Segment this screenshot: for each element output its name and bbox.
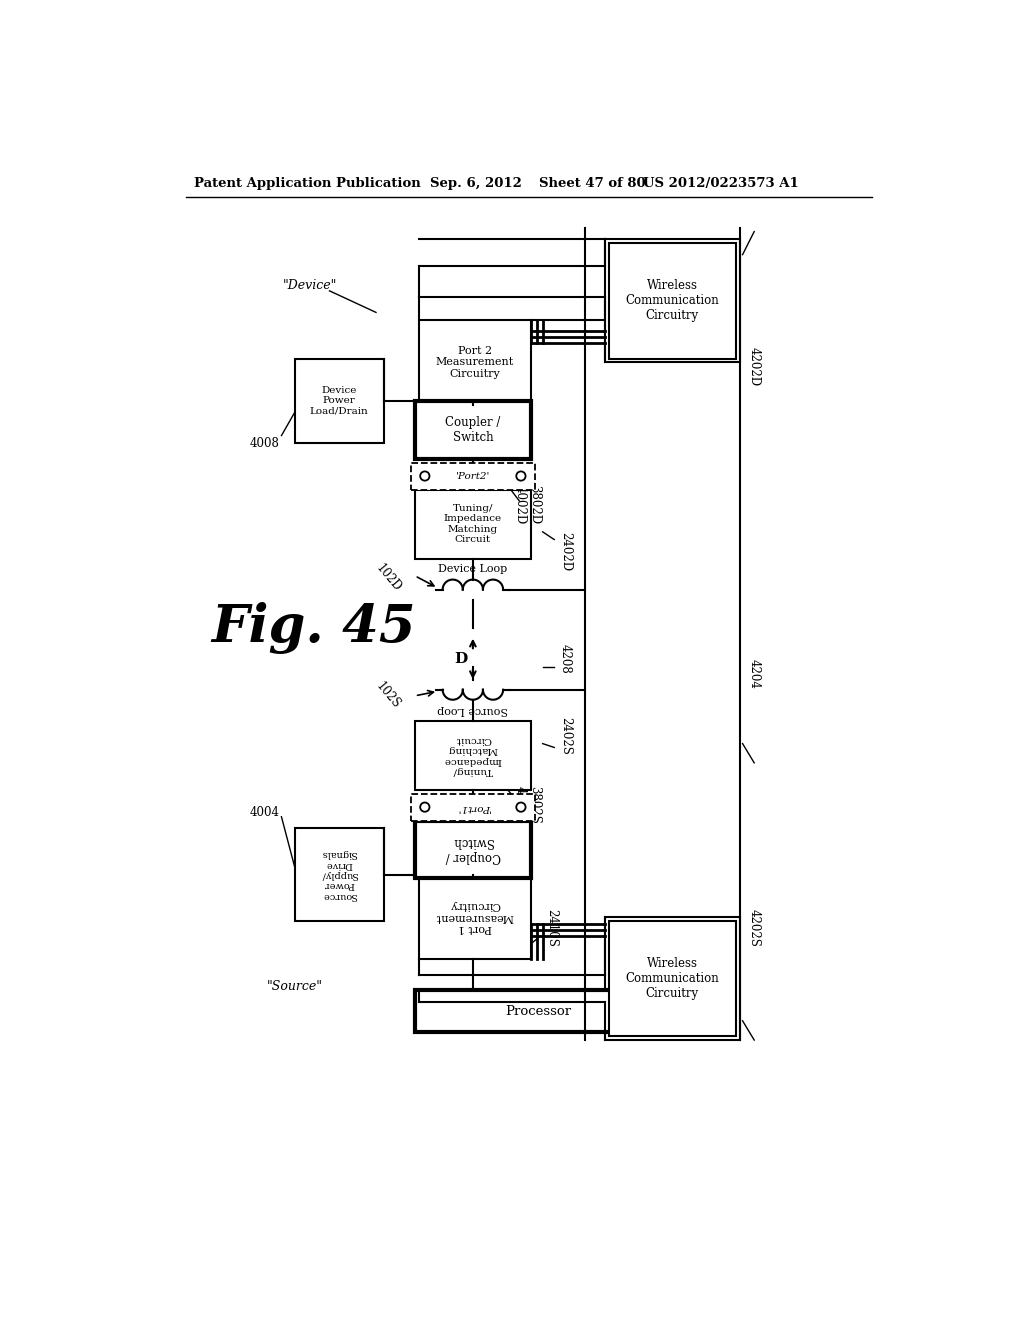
Text: Tuning/
Impedance
Matching
Circuit: Tuning/ Impedance Matching Circuit — [443, 504, 502, 544]
Text: Fig. 45: Fig. 45 — [212, 602, 417, 655]
Text: Source Loop: Source Loop — [437, 705, 508, 715]
Text: 4202S: 4202S — [748, 909, 761, 948]
Text: D: D — [455, 652, 468, 665]
Text: 3802S: 3802S — [528, 787, 541, 824]
Bar — [604, 917, 740, 1040]
Text: Device Loop: Device Loop — [438, 564, 508, 574]
Text: Processor: Processor — [506, 1005, 571, 1018]
Bar — [411, 793, 535, 821]
Text: Coupler /
Switch: Coupler / Switch — [445, 416, 501, 444]
Bar — [415, 990, 663, 1032]
Text: 4004: 4004 — [249, 807, 280, 820]
Bar — [415, 821, 531, 878]
Text: 2402D: 2402D — [559, 532, 571, 570]
Text: Wireless
Communication
Circuitry: Wireless Communication Circuitry — [626, 280, 719, 322]
Text: Coupler /
Switch: Coupler / Switch — [445, 836, 501, 863]
Bar — [415, 490, 531, 558]
Text: 4008: 4008 — [249, 437, 280, 450]
Text: Port 2
Measurement
Circuitry: Port 2 Measurement Circuitry — [435, 346, 514, 379]
Text: 4002D: 4002D — [514, 486, 527, 524]
Text: 4208: 4208 — [559, 644, 571, 673]
Text: 3802D: 3802D — [528, 486, 541, 524]
Text: Tuning/
Impedance
Matching
Circuit: Tuning/ Impedance Matching Circuit — [443, 735, 502, 775]
Text: 4202D: 4202D — [748, 347, 761, 385]
Text: 2402S: 2402S — [559, 717, 571, 755]
Text: Wireless
Communication
Circuitry: Wireless Communication Circuitry — [626, 957, 719, 1001]
Text: Patent Application Publication: Patent Application Publication — [194, 177, 421, 190]
Text: Device
Power
Load/Drain: Device Power Load/Drain — [310, 385, 369, 416]
Bar — [608, 243, 736, 359]
Text: 102S: 102S — [374, 680, 403, 711]
Text: 'Port2': 'Port2' — [456, 471, 490, 480]
Bar — [419, 321, 531, 405]
Bar — [608, 921, 736, 1036]
Bar — [604, 239, 740, 363]
Text: Sep. 6, 2012: Sep. 6, 2012 — [430, 177, 522, 190]
Text: 2410S: 2410S — [545, 909, 558, 948]
Text: 'Port1': 'Port1' — [456, 803, 490, 812]
Text: 4204: 4204 — [748, 660, 761, 689]
Text: "Source": "Source" — [266, 979, 323, 993]
Text: US 2012/0223573 A1: US 2012/0223573 A1 — [643, 177, 799, 190]
Text: Sheet 47 of 80: Sheet 47 of 80 — [539, 177, 645, 190]
Bar — [295, 359, 384, 444]
Text: 102D: 102D — [373, 562, 403, 594]
Text: Port 1
Measurement
Circuitry: Port 1 Measurement Circuitry — [435, 900, 514, 933]
Bar — [295, 829, 384, 921]
Bar — [411, 462, 535, 490]
Bar — [419, 875, 531, 960]
Text: Source
Power
Supply/
Drive
Signals: Source Power Supply/ Drive Signals — [321, 849, 357, 900]
Bar — [415, 721, 531, 789]
Text: "Device": "Device" — [283, 279, 337, 292]
Bar — [415, 401, 531, 459]
Text: 4002S: 4002S — [514, 787, 527, 824]
